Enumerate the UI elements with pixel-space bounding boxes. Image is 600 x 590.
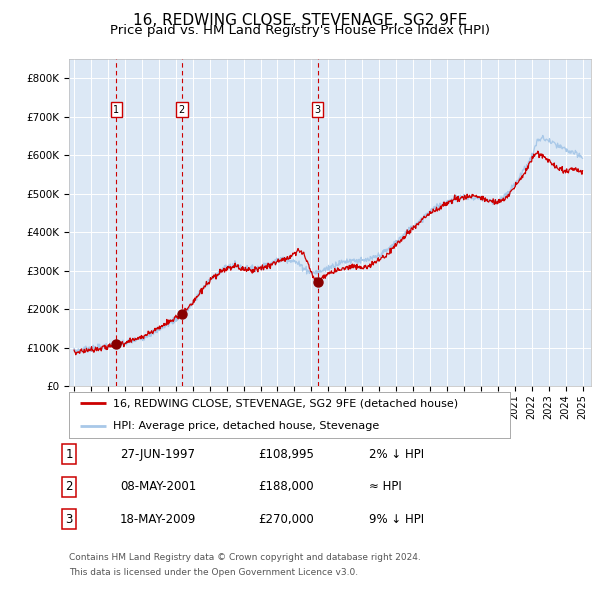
Text: 3: 3 — [65, 513, 73, 526]
Text: 08-MAY-2001: 08-MAY-2001 — [120, 480, 196, 493]
Text: 1: 1 — [113, 105, 119, 114]
Text: 16, REDWING CLOSE, STEVENAGE, SG2 9FE: 16, REDWING CLOSE, STEVENAGE, SG2 9FE — [133, 13, 467, 28]
Text: This data is licensed under the Open Government Licence v3.0.: This data is licensed under the Open Gov… — [69, 568, 358, 577]
Text: 16, REDWING CLOSE, STEVENAGE, SG2 9FE (detached house): 16, REDWING CLOSE, STEVENAGE, SG2 9FE (d… — [113, 398, 458, 408]
Text: 27-JUN-1997: 27-JUN-1997 — [120, 448, 195, 461]
Text: HPI: Average price, detached house, Stevenage: HPI: Average price, detached house, Stev… — [113, 421, 379, 431]
Text: £108,995: £108,995 — [258, 448, 314, 461]
Text: 2: 2 — [179, 105, 185, 114]
Text: 1: 1 — [65, 448, 73, 461]
Text: £188,000: £188,000 — [258, 480, 314, 493]
Text: 2% ↓ HPI: 2% ↓ HPI — [369, 448, 424, 461]
Text: 18-MAY-2009: 18-MAY-2009 — [120, 513, 196, 526]
Text: Price paid vs. HM Land Registry's House Price Index (HPI): Price paid vs. HM Land Registry's House … — [110, 24, 490, 37]
Text: 3: 3 — [314, 105, 320, 114]
Text: ≈ HPI: ≈ HPI — [369, 480, 402, 493]
Text: 2: 2 — [65, 480, 73, 493]
Text: 9% ↓ HPI: 9% ↓ HPI — [369, 513, 424, 526]
Text: £270,000: £270,000 — [258, 513, 314, 526]
Text: Contains HM Land Registry data © Crown copyright and database right 2024.: Contains HM Land Registry data © Crown c… — [69, 553, 421, 562]
